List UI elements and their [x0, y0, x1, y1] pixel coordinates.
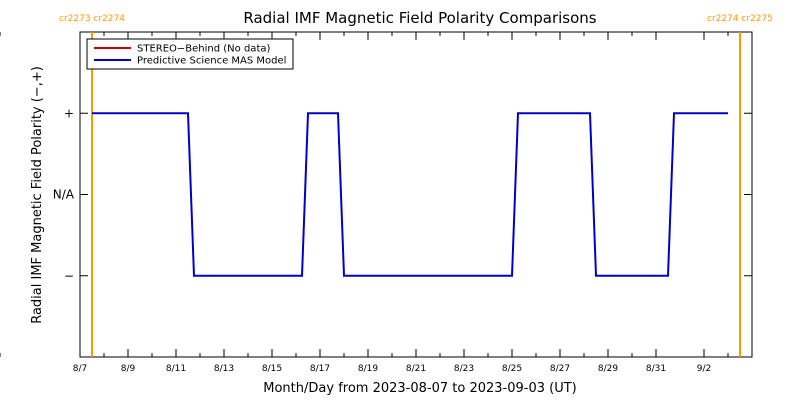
y-axis-label: Radial IMF Magnetic Field Polarity (−,+): [30, 66, 45, 324]
x-tick-label: 8/31: [646, 364, 666, 374]
y-tick-label: N/A: [53, 188, 75, 202]
x-tick-label: 8/29: [598, 364, 618, 374]
x-tick-label: 9/2: [697, 364, 711, 374]
chart-title: Radial IMF Magnetic Field Polarity Compa…: [243, 9, 596, 27]
x-tick-label: 8/9: [121, 364, 136, 374]
legend: STEREO−Behind (No data) Predictive Scien…: [86, 38, 294, 70]
plot-frame: [79, 31, 753, 358]
legend-box: [86, 38, 294, 70]
y-tick-label: +: [64, 106, 74, 120]
x-axis: 8/7 8/9 8/11 8/13 8/15 8/17 8/19 8/21 8/23 8/25 8/…: [0, 32, 729, 374]
x-tick-label: 8/17: [310, 364, 330, 374]
legend-label-mas: Predictive Science MAS Model: [137, 56, 286, 67]
carrington-marker-label: cr2273 cr2274: [59, 14, 125, 24]
x-tick-label: 8/19: [358, 364, 378, 374]
y-axis: + N/A −: [53, 106, 752, 283]
series-layer: [92, 112, 728, 277]
x-tick-label: 8/21: [406, 364, 426, 374]
carrington-markers: cr2273 cr2274 cr2274 cr2275: [59, 14, 773, 357]
x-axis-label: Month/Day from 2023-08-07 to 2023-09-03 …: [263, 381, 576, 396]
y-tick-label: −: [64, 269, 74, 283]
series-line-1: [92, 112, 728, 277]
x-tick-label: 8/15: [262, 364, 282, 374]
carrington-marker-label: cr2274 cr2275: [707, 14, 773, 24]
x-tick-label: 8/23: [454, 364, 474, 374]
x-tick-label: 8/25: [502, 364, 522, 374]
x-tick-label: 8/7: [73, 364, 87, 374]
legend-label-stereo: STEREO−Behind (No data): [137, 44, 270, 55]
x-tick-label: 8/13: [214, 364, 234, 374]
x-tick-label: 8/27: [550, 364, 570, 374]
x-tick-label: 8/11: [166, 364, 186, 374]
